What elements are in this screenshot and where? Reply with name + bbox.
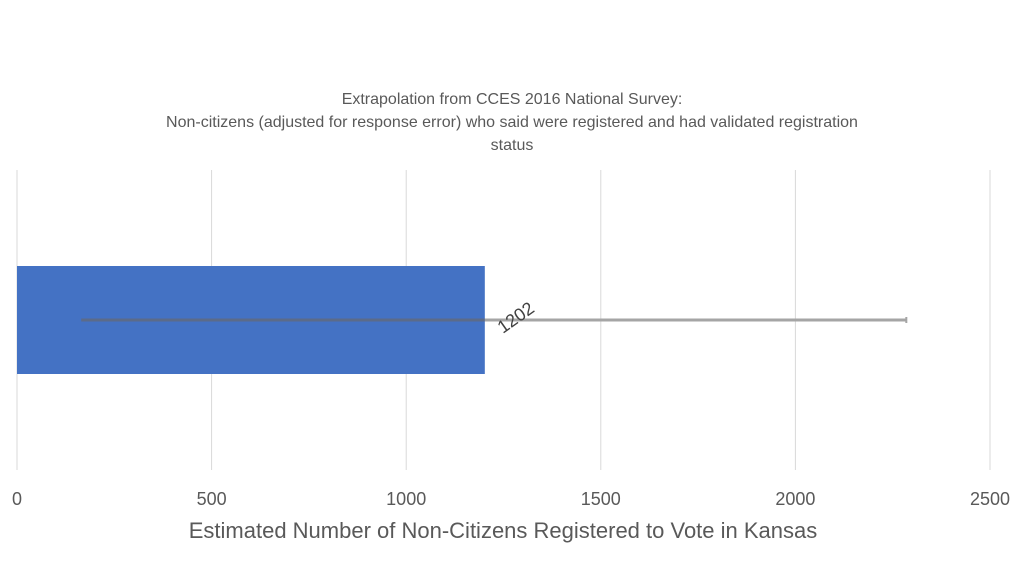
chart-title-line-3: status (491, 137, 534, 154)
x-axis-title: Estimated Number of Non-Citizens Registe… (189, 518, 818, 543)
data-label: 1202 (494, 298, 538, 337)
chart-title: Extrapolation from CCES 2016 National Su… (166, 91, 858, 154)
data-labels: 1202 (494, 298, 538, 337)
chart-title-line-2: Non-citizens (adjusted for response erro… (166, 114, 858, 131)
x-tick-label: 1000 (386, 489, 426, 509)
error-bars (81, 317, 908, 323)
x-tick-label: 0 (12, 489, 22, 509)
chart-title-line-1: Extrapolation from CCES 2016 National Su… (342, 91, 683, 108)
x-tick-label: 500 (197, 489, 227, 509)
x-tick-label: 2500 (970, 489, 1010, 509)
x-axis-ticks: 0 500 1000 1500 2000 2500 (12, 489, 1010, 509)
x-tick-label: 1500 (581, 489, 621, 509)
x-tick-label: 2000 (775, 489, 815, 509)
